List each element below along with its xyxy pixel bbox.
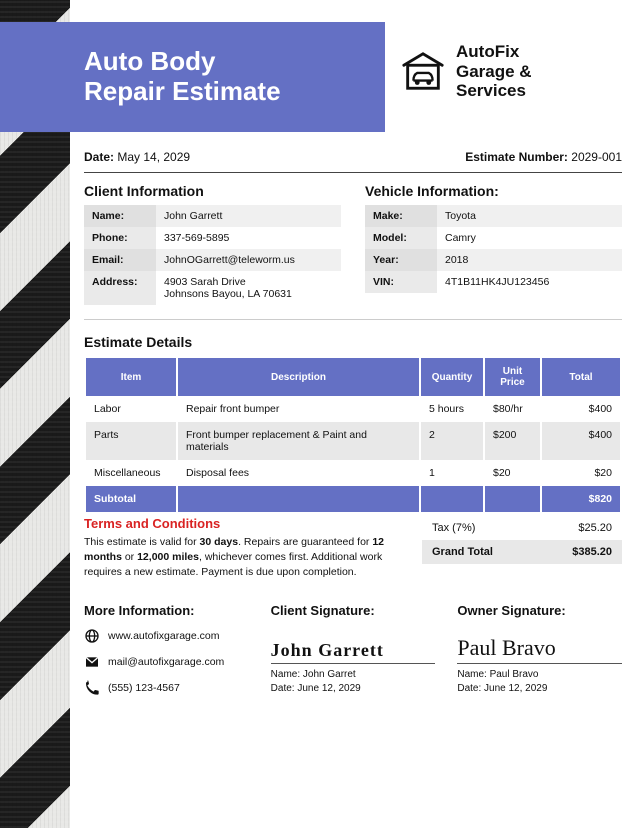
phone-icon (84, 680, 100, 696)
website-line: www.autofixgarage.com (84, 628, 249, 644)
col-unit-price: Unit Price (485, 358, 540, 396)
client-info-table: Name:John Garrett Phone:337-569-5895 Ema… (84, 205, 341, 305)
company-name: AutoFix Garage & Services (456, 42, 532, 101)
col-item: Item (86, 358, 176, 396)
client-signature-script: John Garrett (271, 640, 384, 661)
client-info-title: Client Information (84, 183, 341, 199)
document-body: Date: May 14, 2029 Estimate Number: 2029… (84, 150, 622, 706)
terms-section: Terms and Conditions This estimate is va… (84, 516, 384, 581)
totals-box: Tax (7%) $25.20 Grand Total $385.20 (422, 516, 622, 564)
estimate-table: Item Description Quantity Unit Price Tot… (84, 358, 622, 512)
col-quantity: Quantity (421, 358, 483, 396)
header-band: Auto Body Repair Estimate (0, 22, 385, 132)
grand-total-line: Grand Total $385.20 (422, 540, 622, 564)
owner-signature-script: Paul Bravo (457, 635, 555, 661)
garage-car-icon (400, 48, 446, 94)
client-address: 4903 Sarah Drive Johnsons Bayou, LA 7063… (156, 271, 341, 305)
estimate-details-title: Estimate Details (84, 334, 622, 350)
col-description: Description (178, 358, 419, 396)
client-email: JohnOGarrett@teleworm.us (156, 249, 341, 271)
page-title: Auto Body Repair Estimate (84, 47, 281, 107)
vehicle-make: Toyota (437, 205, 622, 227)
table-row: Labor Repair front bumper 5 hours $80/hr… (86, 396, 620, 422)
client-phone: 337-569-5895 (156, 227, 341, 249)
more-info-title: More Information: (84, 603, 249, 618)
company-logo: AutoFix Garage & Services (400, 42, 532, 101)
vehicle-model: Camry (437, 227, 622, 249)
date-field: Date: May 14, 2029 (84, 150, 190, 164)
vehicle-info-section: Vehicle Information: Make:Toyota Model:C… (365, 183, 622, 305)
meta-row: Date: May 14, 2029 Estimate Number: 2029… (84, 150, 622, 173)
estimate-number-field: Estimate Number: 2029-001 (465, 150, 622, 164)
table-row: Parts Front bumper replacement & Paint a… (86, 422, 620, 460)
subtotal-row: Subtotal $820 (86, 486, 620, 512)
vehicle-info-title: Vehicle Information: (365, 183, 622, 199)
owner-signature-title: Owner Signature: (457, 603, 622, 618)
owner-signature-meta: Name: Paul Bravo Date: June 12, 2029 (457, 668, 622, 696)
client-signature-title: Client Signature: (271, 603, 436, 618)
terms-text: This estimate is valid for 30 days. Repa… (84, 535, 384, 581)
tax-line: Tax (7%) $25.20 (422, 516, 622, 540)
owner-signature-section: Owner Signature: Paul Bravo Name: Paul B… (457, 603, 622, 706)
client-signature-line: John Garrett (271, 628, 436, 664)
globe-icon (84, 628, 100, 644)
vehicle-vin: 4T1B11HK4JU123456 (437, 271, 622, 293)
title-line-1: Auto Body (84, 46, 215, 76)
vehicle-year: 2018 (437, 249, 622, 271)
title-line-2: Repair Estimate (84, 76, 281, 106)
terms-title: Terms and Conditions (84, 516, 384, 531)
table-row: Miscellaneous Disposal fees 1 $20 $20 (86, 460, 620, 486)
owner-signature-line: Paul Bravo (457, 628, 622, 664)
client-info-section: Client Information Name:John Garrett Pho… (84, 183, 341, 305)
vehicle-info-table: Make:Toyota Model:Camry Year:2018 VIN:4T… (365, 205, 622, 293)
col-total: Total (542, 358, 620, 396)
phone-line: (555) 123-4567 (84, 680, 249, 696)
footer: More Information: www.autofixgarage.com … (84, 603, 622, 706)
more-info-section: More Information: www.autofixgarage.com … (84, 603, 249, 706)
client-signature-section: Client Signature: John Garrett Name: Joh… (271, 603, 436, 706)
client-signature-meta: Name: John Garret Date: June 12, 2029 (271, 668, 436, 696)
mail-icon (84, 654, 100, 670)
email-line: mail@autofixgarage.com (84, 654, 249, 670)
client-name: John Garrett (156, 205, 341, 227)
